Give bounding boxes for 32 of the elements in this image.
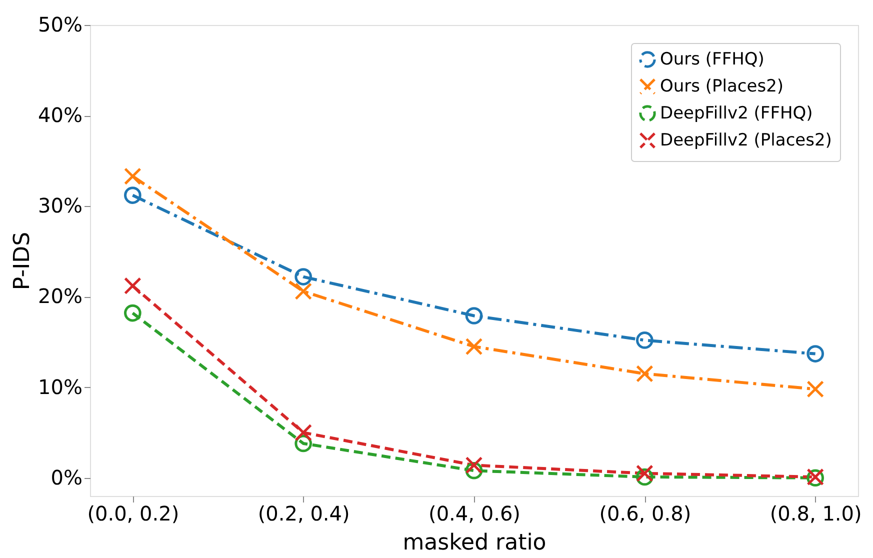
point [806, 345, 824, 362]
point [124, 304, 142, 322]
point [465, 307, 483, 324]
point [294, 282, 312, 300]
point [636, 464, 654, 482]
x-axis-title: masked ratio [402, 530, 546, 556]
point [465, 456, 483, 474]
legend-label: DeepFillv2 (FFHQ) [660, 104, 813, 124]
y-tick-label: 20% [38, 284, 82, 308]
y-tick-label: 0% [50, 465, 82, 490]
point [294, 268, 312, 286]
point [124, 186, 142, 204]
point [124, 168, 142, 185]
point [124, 277, 142, 295]
x-tick-label: (0.0, 0.2) [87, 502, 180, 526]
x-tick-label: (0.6, 0.8) [599, 502, 692, 526]
legend-label: Ours (FFHQ) [660, 50, 764, 70]
point [294, 424, 312, 442]
y-axis-title: P-IDS [10, 232, 36, 290]
legend-label: Ours (Places2) [660, 76, 784, 96]
point [806, 380, 824, 398]
y-tick-label: 10% [38, 374, 82, 399]
y-tick-label: 30% [38, 194, 82, 218]
y-tick-label: 40% [38, 103, 82, 128]
x-tick-label: (0.8, 1.0) [770, 502, 862, 526]
point [636, 332, 654, 349]
point [636, 365, 654, 382]
legend-label: DeepFillv2 (Places2) [660, 130, 832, 150]
x-tick-label: (0.4, 0.6) [428, 502, 520, 526]
y-tick-label: 50% [38, 12, 82, 36]
x-tick-label: (0.2, 0.4) [258, 502, 350, 526]
point [465, 338, 483, 356]
